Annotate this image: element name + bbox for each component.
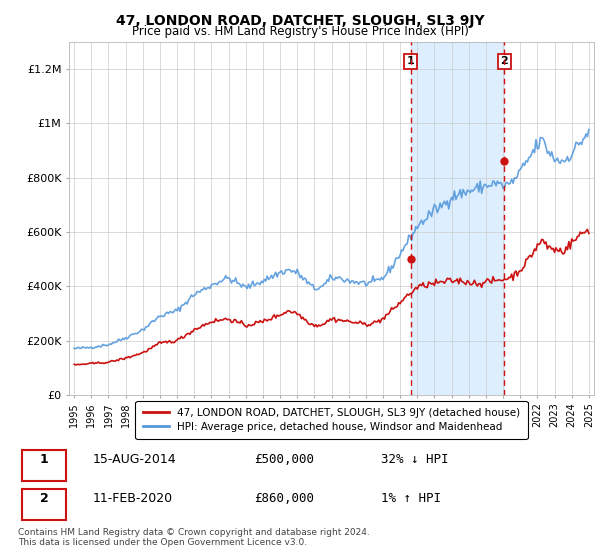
Text: 47, LONDON ROAD, DATCHET, SLOUGH, SL3 9JY: 47, LONDON ROAD, DATCHET, SLOUGH, SL3 9J… <box>116 14 484 28</box>
Text: 1: 1 <box>40 453 49 466</box>
Text: 1% ↑ HPI: 1% ↑ HPI <box>380 492 440 505</box>
Text: 11-FEB-2020: 11-FEB-2020 <box>92 492 173 505</box>
Text: 1: 1 <box>407 57 415 67</box>
Text: Contains HM Land Registry data © Crown copyright and database right 2024.
This d: Contains HM Land Registry data © Crown c… <box>18 528 370 548</box>
Text: 32% ↓ HPI: 32% ↓ HPI <box>380 453 448 466</box>
Legend: 47, LONDON ROAD, DATCHET, SLOUGH, SL3 9JY (detached house), HPI: Average price, : 47, LONDON ROAD, DATCHET, SLOUGH, SL3 9J… <box>136 400 527 440</box>
Text: Price paid vs. HM Land Registry's House Price Index (HPI): Price paid vs. HM Land Registry's House … <box>131 25 469 38</box>
Text: 2: 2 <box>500 57 508 67</box>
Bar <box>411 42 505 395</box>
Text: £500,000: £500,000 <box>254 453 314 466</box>
FancyBboxPatch shape <box>22 489 65 520</box>
Text: £860,000: £860,000 <box>254 492 314 505</box>
Text: 2: 2 <box>40 492 49 505</box>
FancyBboxPatch shape <box>22 450 65 481</box>
Text: 15-AUG-2014: 15-AUG-2014 <box>92 453 176 466</box>
